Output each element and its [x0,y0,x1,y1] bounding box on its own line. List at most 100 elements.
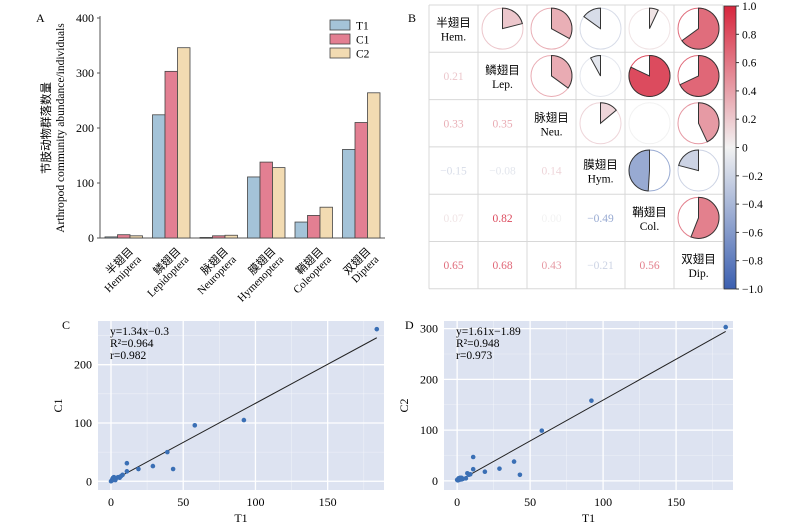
correlation-pie-slice [628,149,650,192]
x-tick-label: 0 [454,495,460,509]
regression-annotation: r=0.982 [110,350,146,362]
colorbar-tick-label: 0.2 [742,114,757,126]
data-point [511,459,517,464]
correlation-pie-slice [600,102,618,125]
data-point [124,460,130,466]
y-tick-label: 200 [420,372,438,386]
variable-label-abbr: Hem. [441,32,466,44]
y-axis-label: C1 [51,398,65,412]
panel-d-scatter: D 0 50 100 150 0 100 200 300 T1 C2 y=1.61x−1.89R²=0… [397,318,733,525]
data-point [241,417,247,423]
regression-line [456,331,726,483]
legend-swatch-c1 [329,33,351,45]
bar-c1-coleoptera [307,215,321,239]
legend-label-c1: C1 [356,35,370,47]
correlation-pie-slice [589,54,601,77]
panel-label: B [408,11,416,25]
data-point [463,476,469,481]
bar-c1-lepidoptera [164,70,178,239]
variable-label-cn: 鞘翅目 [632,205,667,219]
correlation-pie-slice [583,7,601,30]
correlation-pie-slice [678,149,699,172]
variable-label-cn: 膜翅目 [583,158,618,172]
data-point [517,472,523,478]
correlation-value: −0.49 [587,213,614,225]
bar-c1-hemiptera [117,234,131,239]
correlation-pie-slice [551,54,573,89]
bar-c1-hymenoptera [259,161,273,239]
panel-b-correlogram: B 半翅目 Hem. 0.21 鳞翅目 Lep. 0.33 0.35 脉翅目 Neu. −0.15 −… [408,1,763,296]
colorbar [723,5,737,290]
regression-annotation: y=1.61x−1.89 [456,326,521,338]
variable-label-cn: 半翅目 [436,16,471,30]
correlation-value: 0.82 [492,213,512,225]
bar-t1-diptera [342,149,356,239]
correlation-pie-slice [502,7,523,30]
variable-label-cn: 双翅目 [681,252,716,266]
bar-c2-hymenoptera [272,167,286,239]
data-point [165,449,170,455]
correlation-value: 0.65 [443,260,463,272]
panel-label: A [36,11,45,25]
x-tick-label: 100 [246,495,264,509]
data-point [467,471,473,477]
y-tick-label: 400 [76,11,94,25]
bar-c1-neuroptera [212,235,226,239]
x-tick-label: 50 [177,495,189,509]
data-point [120,472,125,478]
colorbar-tick-label: −0.4 [742,199,763,211]
correlation-value: −0.21 [587,260,614,272]
correlation-value: 0.56 [639,260,659,272]
correlation-pie-slice [628,54,671,97]
data-point [589,398,594,403]
x-tick-label: 0 [108,495,114,509]
bar-c2-hemiptera [129,235,143,239]
colorbar-tick-label: 0 [742,143,748,155]
correlation-value: 0.33 [443,118,463,130]
bar-t1-lepidoptera [152,114,166,239]
regression-line [110,337,378,482]
correlation-pie-slice [679,54,720,97]
variable-label-abbr: Dip. [688,268,708,280]
x-tick-label: 150 [667,495,685,509]
bar-t1-coleoptera [294,221,308,239]
data-point [136,466,141,472]
x-axis-label: T1 [582,511,595,525]
variable-label-abbr: Lep. [492,79,513,91]
correlation-pie-slice [681,7,720,50]
correlation-pie-slice [690,196,720,239]
x-axis-label: T1 [234,511,247,525]
data-point [723,324,729,330]
regression-annotation: r=0.973 [456,350,492,362]
correlation-value: −0.15 [440,166,467,178]
colorbar-tick-label: −1.0 [742,284,763,296]
bar-c1-diptera [354,122,368,239]
bar-t1-neuroptera [199,237,213,239]
colorbar-tick-label: −0.2 [742,171,763,183]
bar-t1-hymenoptera [247,176,261,239]
colorbar-tick-label: 0.4 [742,86,757,98]
data-point [170,466,176,472]
data-point [150,463,156,469]
y-tick-label: 100 [76,176,94,190]
correlation-value: 0.68 [492,260,512,272]
data-point [470,454,476,460]
panel-c-scatter: C 0 50 100 150 0 100 200 T1 C1 y=1.34x−0.3R²=0.964… [51,318,384,525]
colorbar-tick-label: 1.0 [742,1,757,13]
correlation-value: −0.08 [489,166,516,178]
correlation-pie-outline [628,102,671,145]
correlation-value: 0.43 [541,260,561,272]
panel-label: D [405,318,414,332]
colorbar-tick-label: −0.8 [742,256,763,268]
x-tick-label: 50 [524,495,536,509]
data-point [539,428,545,433]
variable-label-abbr: Neu. [540,126,562,138]
correlation-pie-slice [649,7,659,29]
plot-area [98,321,384,490]
panel-label: C [62,318,70,332]
data-point [192,423,198,428]
variable-label-abbr: Col. [640,221,660,233]
bar-c2-lepidoptera [177,47,191,239]
legend-swatch-c2 [329,47,351,59]
